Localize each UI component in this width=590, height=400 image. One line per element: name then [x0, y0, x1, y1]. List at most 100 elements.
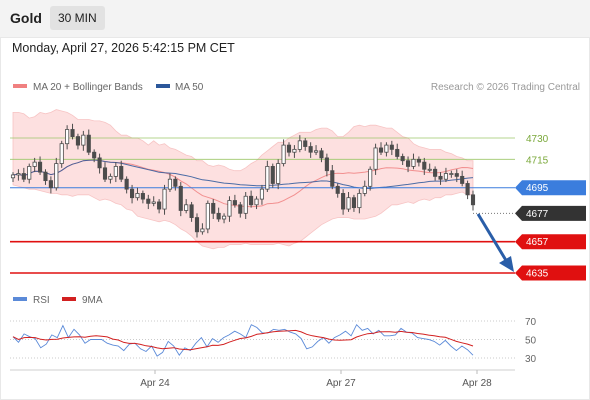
candle: [362, 180, 367, 197]
candle-body: [184, 204, 189, 211]
support-2-tag-label: 4635: [526, 269, 549, 280]
candle-body: [427, 168, 432, 171]
candle: [97, 153, 102, 174]
candle-body: [59, 143, 64, 164]
candle: [373, 143, 378, 175]
candle-body: [373, 147, 378, 170]
candle: [389, 140, 394, 156]
candle: [21, 167, 26, 183]
level-lines: [10, 137, 515, 274]
x-axis: Apr 24 Apr 27 Apr 28: [10, 369, 515, 389]
candle: [384, 142, 389, 157]
candle: [92, 149, 97, 163]
candle: [70, 123, 75, 140]
candle: [319, 147, 324, 163]
legend: MA 20 + Bollinger Bands MA 50 Research ©…: [13, 82, 580, 93]
candle: [81, 130, 86, 151]
resistance-1-label: 4715: [526, 155, 549, 166]
candle: [303, 138, 308, 151]
candle-body: [65, 129, 70, 145]
candle: [341, 189, 346, 215]
candle-body: [314, 150, 319, 153]
candle: [465, 180, 470, 200]
candle: [162, 184, 167, 215]
candle-body: [86, 134, 91, 153]
support-2-tag: [515, 265, 586, 281]
candle-body: [454, 173, 459, 177]
candle-body: [54, 163, 59, 189]
candle-body: [362, 185, 367, 194]
candle: [454, 169, 459, 183]
candle-body: [227, 200, 232, 217]
x-tick-label: Apr 24: [140, 378, 170, 389]
candle: [27, 163, 32, 184]
credit-text: Research © 2026 Trading Central: [431, 82, 580, 93]
candle: [16, 169, 21, 181]
pivot-tag: [515, 180, 586, 196]
candle-body: [222, 215, 227, 220]
candle: [460, 170, 465, 187]
top-bar: Gold 30 MIN: [0, 0, 590, 37]
candle-body: [43, 171, 48, 182]
timeframe-button[interactable]: 30 MIN: [50, 6, 105, 30]
candle-body: [157, 201, 162, 210]
resistance-2-label: 4730: [526, 134, 549, 145]
candle: [32, 157, 37, 173]
candle-body: [216, 212, 221, 220]
candle-body: [38, 161, 43, 173]
candle-body: [324, 157, 329, 172]
candle: [243, 192, 248, 219]
rsi-legend: RSI 9MA: [13, 295, 103, 306]
candle-body: [119, 166, 124, 180]
candle-body: [21, 173, 26, 180]
candle-body: [32, 161, 37, 167]
support-1-tag-label: 4657: [526, 237, 549, 248]
candle: [286, 142, 292, 157]
candle-body: [465, 183, 470, 196]
candle: [194, 213, 200, 238]
candle-body: [200, 228, 205, 233]
candle-body: [400, 156, 405, 162]
candle-body: [130, 188, 135, 199]
candle-body: [286, 144, 292, 153]
candle-body: [140, 193, 145, 200]
ma50-legend-label: MA 50: [175, 82, 204, 93]
candle-body: [357, 193, 362, 209]
candle-body: [27, 166, 32, 180]
candle: [433, 166, 438, 181]
candle-body: [81, 134, 86, 146]
x-tick-label: Apr 27: [326, 378, 356, 389]
candle-body: [151, 201, 156, 204]
candle-body: [395, 148, 400, 157]
candle-body: [281, 144, 286, 164]
candle: [411, 153, 416, 170]
candle: [438, 172, 443, 185]
arrow-shaft: [476, 213, 509, 263]
candle-body: [346, 197, 351, 210]
candle: [314, 145, 319, 156]
candle: [48, 176, 53, 194]
candle: [184, 199, 189, 214]
candle-body: [292, 148, 297, 153]
candle-body: [243, 195, 248, 214]
candle: [102, 162, 108, 183]
candle-body: [470, 194, 476, 206]
candle-body: [254, 198, 259, 206]
candle-body: [276, 163, 281, 184]
current-tag-label: 4677: [526, 209, 549, 220]
candle: [54, 157, 59, 191]
candle-body: [249, 195, 254, 206]
moving-averages: [12, 159, 474, 208]
candle: [470, 190, 476, 211]
candle: [135, 187, 140, 201]
candle: [205, 200, 210, 234]
candle: [43, 169, 48, 185]
support-1-tag: [515, 234, 586, 250]
candle: [443, 167, 448, 183]
candle: [227, 196, 232, 222]
candle: [416, 156, 421, 167]
timestamp: Monday, April 27, 2026 5:42:15 PM CET: [12, 41, 235, 55]
candle: [108, 173, 113, 184]
candle: [189, 201, 194, 222]
candle-body: [102, 167, 108, 180]
